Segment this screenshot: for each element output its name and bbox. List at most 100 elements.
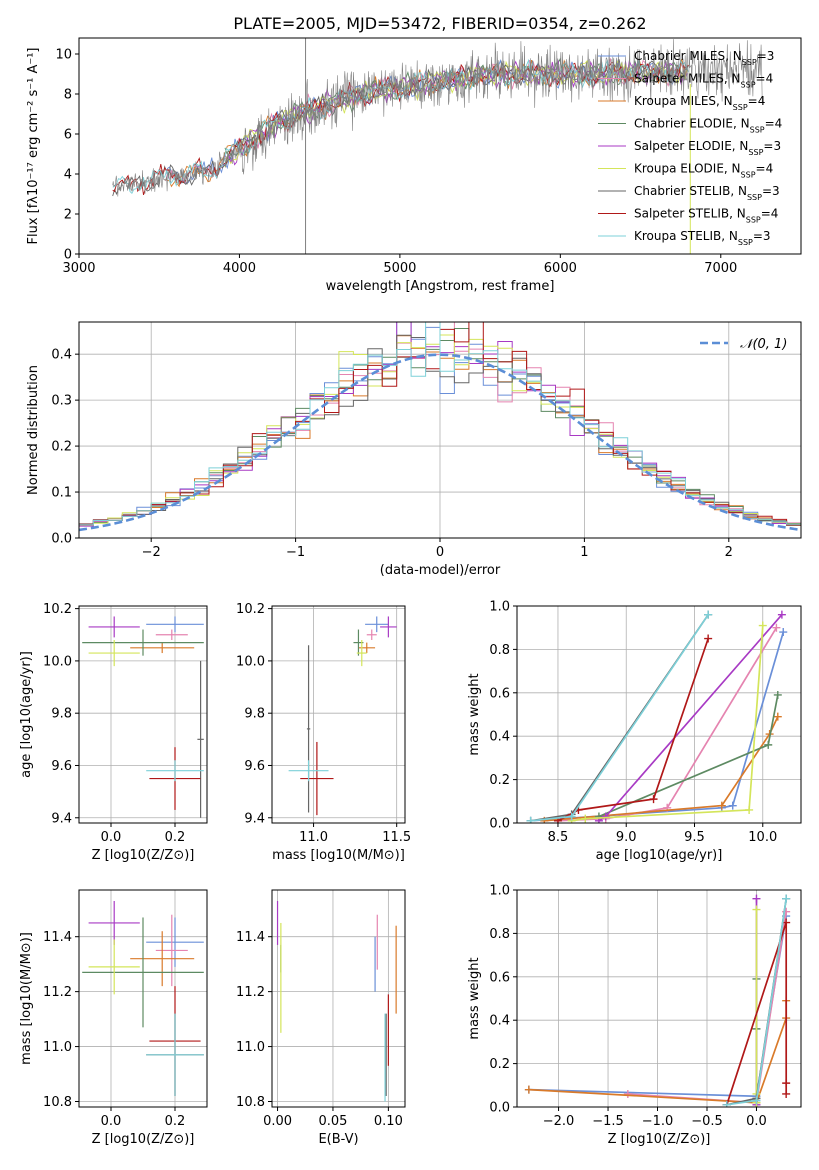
spectrum-xlabel: wavelength [Angstrom, rest frame]	[326, 279, 555, 294]
age_vs_mass-ytick-label: 9.6	[244, 759, 265, 774]
legend-entry: Kroupa STELIB, NSSP=3	[634, 229, 771, 247]
mass_vs_ebv-xtick-label: 0.00	[263, 1114, 292, 1129]
spectrum-ytick-label: 4	[64, 168, 72, 183]
mass_vs_Z-ytick-label: 11.2	[43, 985, 72, 1000]
age_vs_mass-ytick-label: 9.4	[244, 811, 265, 826]
age_vs_mass-ytick-label: 10.0	[236, 654, 265, 669]
mass-weight-marker	[704, 610, 713, 619]
mass-weight-line	[725, 922, 788, 1106]
spectrum-xtick-label: 7000	[704, 261, 737, 276]
mass_vs_Z-xlabel: Z [log10(Z/Z⊙)]	[92, 1132, 195, 1147]
mass-weight-marker	[758, 621, 767, 630]
mass_vs_Z-ytick-label: 11.4	[43, 930, 72, 945]
age_vs_Z-frame	[78, 605, 208, 824]
normal-curve	[79, 353, 801, 532]
mass-weight-marker	[745, 805, 754, 814]
residuals-ytick-label: 0.0	[51, 532, 72, 547]
age_vs_Z-ytick-label: 10.2	[43, 602, 72, 617]
mass_vs_ebv-frame	[271, 889, 406, 1108]
mass_weight_vs_Z-ytick-label: 0.8	[489, 927, 510, 942]
spectrum-xtick-label: 3000	[62, 261, 95, 276]
mass_weight_vs_age-ytick-label: 0.6	[489, 686, 510, 701]
figure-title: PLATE=2005, MJD=53472, FIBERID=0354, z=0…	[233, 14, 646, 33]
spectrum-xtick-label: 6000	[544, 261, 577, 276]
observed-spectrum-line	[112, 39, 763, 197]
legend-entry: Salpeter STELIB, NSSP=4	[634, 207, 778, 225]
mass_vs_ebv-xlabel: E(B-V)	[318, 1132, 358, 1147]
spectrum-ytick-label: 2	[64, 208, 72, 223]
residuals-ylabel: Normed distribution	[26, 365, 41, 495]
spectrum-xtick-label: 5000	[383, 261, 416, 276]
mass-weight-marker	[773, 690, 782, 699]
age_vs_Z-ylabel: age [log10(age/yr)]	[19, 651, 34, 778]
mass_weight_vs_age-marks	[526, 610, 788, 823]
spectrum-xtick-label: 4000	[223, 261, 256, 276]
residual-histogram	[79, 322, 801, 526]
age_vs_Z-axes: 0.0 0.2 9.4 9.6 9.8 10.0 10.2 Z [log10(Z/Z⊙)] ag…	[19, 602, 208, 863]
mass-weight-marker	[649, 795, 658, 804]
mass-weight-marker	[728, 801, 737, 810]
spectrum-legend: Chabrier MILES, NSSP=3 Salpeter MILES, NS…	[598, 49, 782, 247]
mass-weight-line	[544, 716, 779, 822]
mass_vs_Z-frame	[78, 889, 208, 1108]
mass_vs_Z-xtick-label: 0.0	[101, 1114, 122, 1129]
residuals-frame	[78, 321, 802, 539]
mass_weight_vs_age-ytick-label: 0.0	[489, 817, 510, 832]
mass_weight_vs_age-xlabel: age [log10(age/yr)]	[596, 848, 723, 863]
spectrum-marks	[112, 38, 763, 254]
mass-weight-line	[571, 625, 764, 822]
legend-entry: Chabrier MILES, NSSP=3	[634, 49, 774, 67]
residuals-xtick-label: −1	[286, 545, 305, 560]
mass_weight_vs_Z-ytick-label: 0.2	[489, 1057, 510, 1072]
mass_weight_vs_age-ytick-label: 1.0	[489, 600, 510, 615]
mass_weight_vs_Z-xtick-label: 0.0	[746, 1114, 767, 1129]
mass_weight_vs_Z-xlabel: Z [log10(Z/Z⊙)]	[608, 1132, 711, 1147]
mass_weight_vs_Z-ytick-label: 0.0	[489, 1101, 510, 1116]
mass_weight_vs_Z-frame	[516, 889, 802, 1108]
mass_weight_vs_Z-ytick-label: 0.6	[489, 970, 510, 985]
mass-weight-line	[557, 638, 710, 822]
mass_vs_ebv-ytick-label: 10.8	[236, 1095, 265, 1110]
mass_vs_Z-xtick-label: 0.2	[165, 1114, 186, 1129]
age_vs_mass-marks	[288, 616, 397, 816]
mass_weight_vs_Z-axes: −2.0 −1.5 −1.0 −0.5 0.0 0.0 0.2 0.4 0.6 0.8 1.0 Z […	[467, 884, 802, 1147]
residual-histogram	[79, 334, 801, 526]
mass_weight_vs_age-ytick-label: 0.8	[489, 643, 510, 658]
age_vs_Z-xtick-label: 0.2	[165, 830, 186, 845]
mass_vs_Z-ytick-label: 11.0	[43, 1040, 72, 1055]
age_vs_mass-xtick-label: 11.5	[382, 830, 411, 845]
age_vs_mass-xlabel: mass [log10(M/M⊙)]	[272, 848, 405, 863]
residuals-ytick-label: 0.4	[51, 348, 72, 363]
mass-weight-marker	[526, 816, 535, 823]
age_vs_mass-xtick-label: 11.0	[299, 830, 328, 845]
residuals-legend: 𝒩(0, 1)	[700, 337, 787, 352]
mass_weight_vs_Z-xtick-label: −1.5	[592, 1114, 624, 1129]
spectrum-axes: 3000 4000 5000 6000 7000 0 2 4 6 8 10 wavelength [A…	[26, 37, 802, 294]
mass_weight_vs_Z-ytick-label: 1.0	[489, 884, 510, 899]
mass-weight-marker	[764, 740, 773, 749]
mass_vs_ebv-ytick-label: 11.0	[236, 1040, 265, 1055]
residuals-ytick-label: 0.3	[51, 394, 72, 409]
mass_weight_vs_Z-ylabel: mass weight	[467, 957, 482, 1039]
age_vs_Z-ytick-label: 9.6	[51, 759, 72, 774]
age_vs_mass-ytick-label: 10.2	[236, 602, 265, 617]
legend-entry: Chabrier ELODIE, NSSP=4	[634, 117, 782, 135]
residuals-xtick-label: −2	[142, 545, 161, 560]
spectrum-ytick-label: 0	[64, 248, 72, 263]
age_vs_Z-xtick-label: 0.0	[101, 830, 122, 845]
spectrum-ylabel: Flux [fλ10⁻¹⁷ erg cm⁻² s⁻¹ A⁻¹]	[26, 48, 41, 245]
mass_vs_Z-ylabel: mass [log10(M/M⊙)]	[19, 932, 34, 1065]
mass-weight-line	[557, 627, 778, 822]
age_vs_Z-ytick-label: 9.4	[51, 811, 72, 826]
mass_vs_Z-marks	[82, 900, 204, 1097]
mass_weight_vs_Z-marks	[524, 894, 791, 1107]
mass-weight-marker	[752, 894, 761, 903]
mass-weight-marker	[524, 1085, 533, 1094]
legend-entry: Salpeter ELODIE, NSSP=3	[634, 139, 781, 157]
mass_vs_ebv-xtick-label: 0.10	[374, 1114, 403, 1129]
mass_vs_Z-axes: 0.0 0.2 10.8 11.0 11.2 11.4 Z [log10(Z/Z⊙)] mas…	[19, 889, 208, 1147]
age_vs_Z-ytick-label: 9.8	[51, 707, 72, 722]
residuals-axes: −2 −1 0 1 2 0.0 0.1 0.2 0.3 0.4 (data-model)/error…	[26, 321, 802, 578]
